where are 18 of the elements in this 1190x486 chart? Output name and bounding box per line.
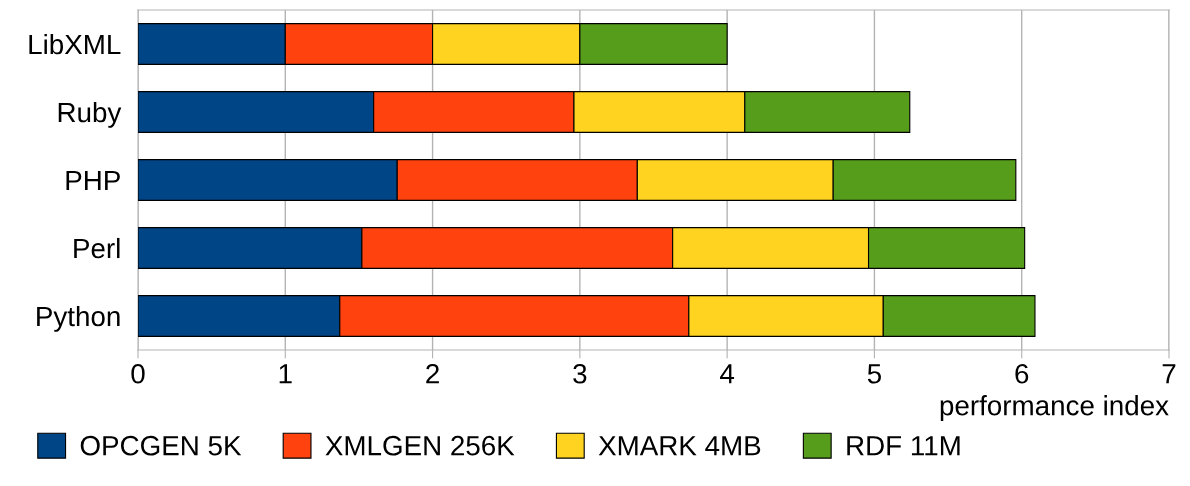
legend-label: XMLGEN 256K: [325, 435, 515, 456]
x-tick-label: 3: [573, 363, 587, 384]
y-tick-label: LibXML: [29, 33, 121, 55]
y-tick-label: Perl: [74, 237, 120, 259]
y-tick-label: Ruby: [58, 101, 122, 128]
y-tick-label: Python: [37, 305, 120, 332]
legend-label: RDF 11M: [847, 436, 960, 456]
x-tick-label: 7: [1162, 364, 1176, 384]
x-tick-label: 0: [131, 363, 145, 384]
x-tick-label: 2: [426, 363, 439, 384]
x-tick-label: 1: [279, 364, 292, 384]
legend-label: XMARK 4MB: [598, 436, 761, 456]
x-tick-label: 4: [720, 364, 735, 384]
y-tick-label: PHP: [66, 170, 120, 191]
x-tick-label: 6: [1015, 363, 1029, 384]
x-axis-title: performance index: [940, 395, 1169, 421]
legend-label: OPCGEN 5K: [80, 435, 242, 456]
x-tick-label: 5: [867, 364, 881, 384]
